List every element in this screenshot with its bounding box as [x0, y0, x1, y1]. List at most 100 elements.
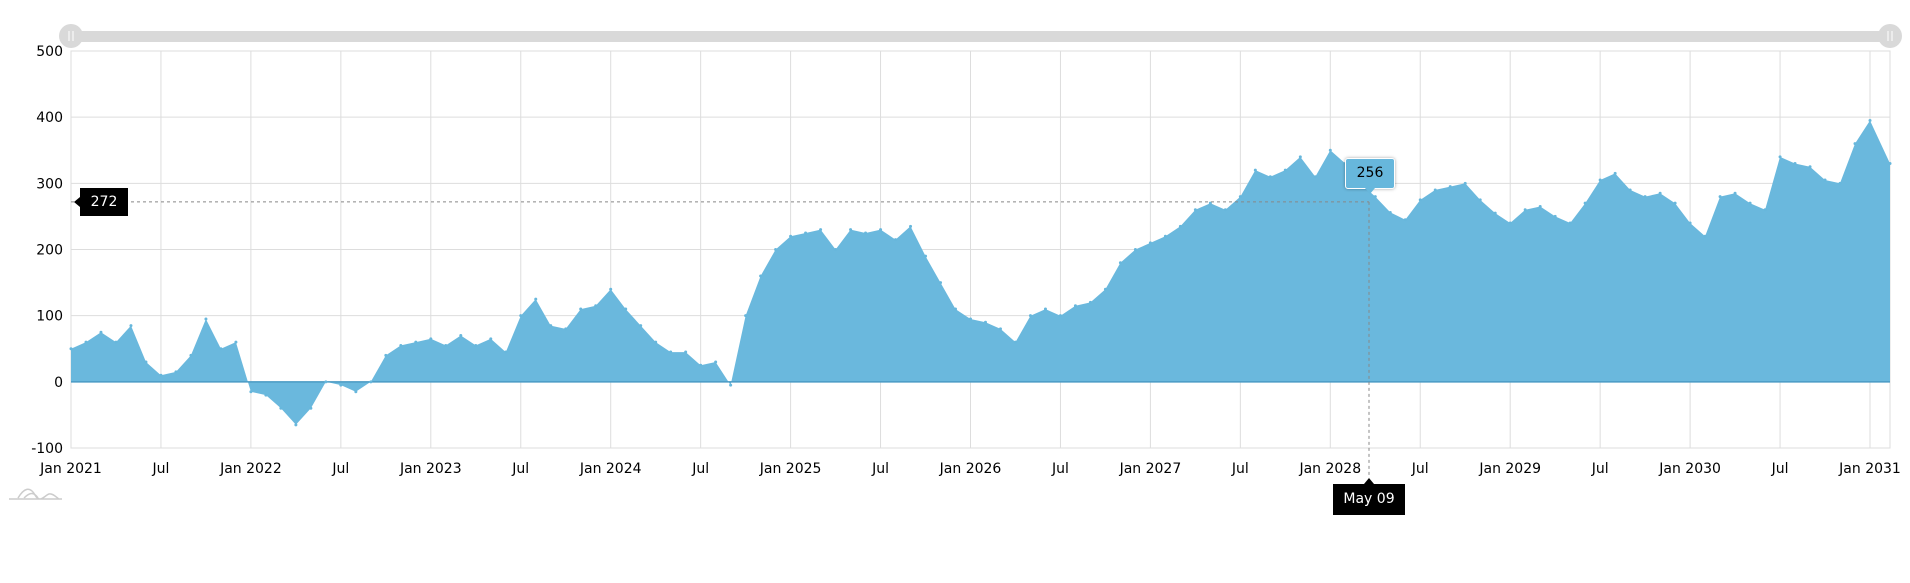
data-point	[1868, 118, 1872, 122]
data-point	[1403, 218, 1407, 222]
data-point	[399, 343, 403, 347]
data-point	[324, 380, 328, 384]
data-point	[639, 324, 643, 328]
data-point	[789, 234, 793, 238]
data-point	[864, 231, 868, 235]
data-point	[279, 406, 283, 410]
cursor-value-label: 272	[74, 188, 128, 216]
data-point	[1793, 161, 1797, 165]
data-point	[519, 314, 523, 318]
data-point	[924, 254, 928, 258]
data-point	[1178, 224, 1182, 228]
x-tick-label: Jan 2022	[219, 461, 282, 477]
x-tick-label: Jul	[691, 461, 709, 477]
data-point	[474, 343, 478, 347]
data-point	[1058, 314, 1062, 318]
data-point	[1043, 307, 1047, 311]
x-tick-label: Jan 2025	[759, 461, 822, 477]
scrollbar-track[interactable]	[71, 31, 1890, 42]
y-tick-label: 400	[36, 110, 63, 126]
data-point	[1838, 181, 1842, 185]
data-point	[1568, 221, 1572, 225]
data-point	[1163, 234, 1167, 238]
data-point	[1283, 168, 1287, 172]
data-point	[594, 304, 598, 308]
data-point	[1013, 340, 1017, 344]
data-point	[144, 360, 148, 364]
data-point	[1888, 161, 1892, 165]
grip-icon	[1887, 31, 1893, 41]
data-point	[339, 383, 343, 387]
data-point	[444, 343, 448, 347]
scrollbar[interactable]	[59, 24, 1902, 48]
data-point	[1583, 201, 1587, 205]
data-point	[714, 360, 718, 364]
data-point	[654, 340, 658, 344]
data-point	[384, 353, 388, 357]
data-point	[729, 383, 733, 387]
data-point	[1523, 208, 1527, 212]
data-point	[1448, 185, 1452, 189]
data-point	[834, 248, 838, 251]
data-point	[1703, 234, 1707, 238]
scrollbar-right-grip[interactable]	[1878, 24, 1902, 48]
preview-icon	[9, 488, 62, 500]
cursor	[71, 201, 1370, 478]
data-point	[294, 423, 298, 427]
data-point	[1373, 195, 1377, 199]
data-point	[1613, 171, 1617, 175]
data-point	[1418, 198, 1422, 202]
data-point	[894, 238, 898, 242]
data-point	[1463, 181, 1467, 185]
data-point	[549, 324, 553, 328]
data-point	[1088, 300, 1092, 304]
x-tick-label: Jul	[151, 461, 169, 477]
x-tick-label: Jan 2031	[1838, 461, 1901, 477]
data-point	[1718, 195, 1722, 199]
data-point	[1508, 221, 1512, 225]
data-point	[759, 274, 763, 278]
data-point	[1148, 241, 1152, 245]
data-point	[504, 350, 508, 354]
data-point	[1328, 148, 1332, 152]
data-point	[189, 353, 193, 357]
data-point	[954, 307, 958, 311]
data-point	[204, 317, 208, 321]
cursor-date-label: May 09	[1333, 478, 1405, 515]
data-point	[429, 337, 433, 341]
data-point	[129, 324, 133, 328]
data-point	[1478, 198, 1482, 202]
data-point	[1253, 168, 1257, 172]
data-point	[939, 281, 943, 285]
data-point	[579, 307, 583, 311]
y-tick-label: 200	[36, 243, 63, 259]
data-point	[309, 406, 313, 410]
x-tick-label: Jan 2027	[1119, 461, 1182, 477]
data-point	[174, 370, 178, 374]
data-point	[1133, 248, 1137, 251]
data-point	[1658, 191, 1662, 195]
x-tick-label: Jan 2021	[39, 461, 102, 477]
y-tick-label: 100	[36, 309, 63, 325]
data-point	[1763, 208, 1767, 212]
data-point	[909, 224, 913, 228]
x-tick-label: Jan 2030	[1658, 461, 1721, 477]
data-point	[459, 334, 463, 338]
data-point	[1493, 211, 1497, 215]
data-point	[1778, 155, 1782, 159]
data-point	[1103, 287, 1107, 291]
y-tick-label: 500	[36, 44, 63, 60]
x-tick-label: Jul	[511, 461, 529, 477]
data-point	[1598, 178, 1602, 182]
data-point	[1388, 210, 1392, 214]
data-point	[1688, 221, 1692, 225]
scrollbar-left-grip[interactable]	[59, 24, 83, 48]
data-point	[1748, 201, 1752, 205]
series-area	[69, 118, 1892, 427]
data-point	[534, 297, 538, 301]
data-point	[1553, 214, 1557, 218]
x-tick-label: Jan 2024	[579, 461, 642, 477]
data-point	[1673, 201, 1677, 205]
data-point	[564, 327, 568, 331]
